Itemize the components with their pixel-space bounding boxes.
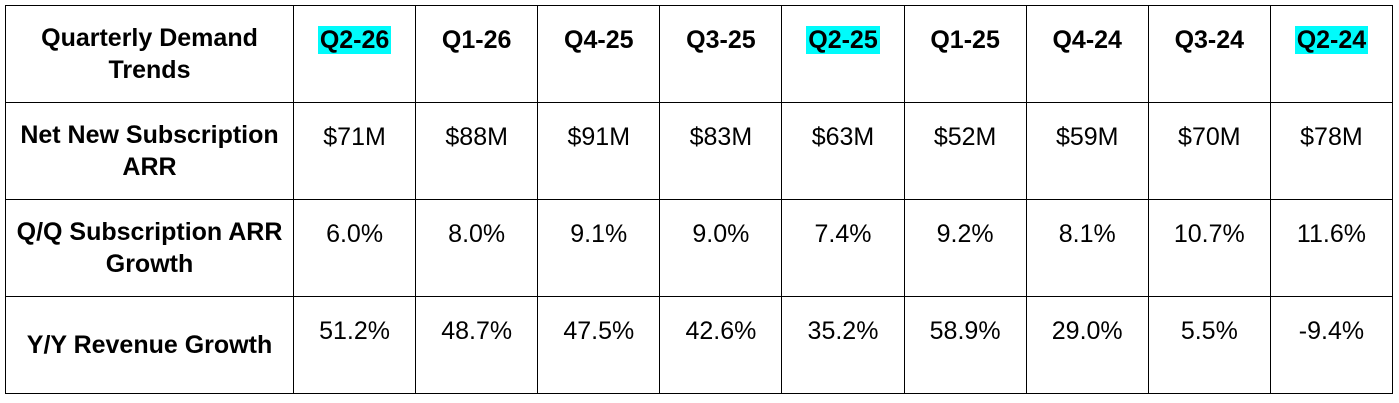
value-cell: 11.6% (1269, 199, 1394, 297)
value-cell: 42.6% (659, 296, 783, 394)
header-cell: Q1-26 (415, 5, 539, 103)
value-cell: 48.7% (415, 296, 539, 394)
value-cell: 58.9% (903, 296, 1027, 394)
header-text: Q2-26 (317, 26, 392, 54)
value-cell: $70M (1147, 102, 1271, 200)
header-cell: Q4-24 (1025, 5, 1149, 103)
header-text: Quarterly Demand Trends (41, 24, 258, 84)
header-text: Q3-25 (686, 26, 756, 54)
value-cell: $59M (1025, 102, 1149, 200)
value-cell: $52M (903, 102, 1027, 200)
value-cell: $78M (1269, 102, 1394, 200)
header-text: Q4-25 (564, 26, 634, 54)
value-cell: $83M (659, 102, 783, 200)
header-text: Q2-25 (806, 26, 880, 54)
header-text: Q1-26 (441, 26, 512, 54)
data-row: Net New Subscription ARR $71M $88M $91M $83M… (5, 102, 1394, 200)
header-text: Q2-24 (1294, 26, 1369, 54)
value-cell: 29.0% (1025, 296, 1149, 394)
header-cell: Q1-25 (903, 5, 1027, 103)
header-cell: Q3-24 (1147, 5, 1271, 103)
value-cell: 9.0% (659, 199, 783, 297)
value-cell: 8.0% (415, 199, 539, 297)
header-cell: Q4-25 (537, 5, 661, 103)
value-cell: $91M (537, 102, 661, 200)
value-cell: $88M (415, 102, 539, 200)
value-cell: 35.2% (781, 296, 905, 394)
demand-table: Quarterly Demand Trends Q2-26 Q1-26 Q4-25 Q3… (5, 5, 1394, 394)
data-row: Y/Y Revenue Growth 51.2% 48.7% 47.5% 42.6% 35… (5, 296, 1394, 394)
header-text: Q1-25 (930, 26, 1000, 54)
table-body: Quarterly Demand Trends Q2-26 Q1-26 Q4-25 Q3… (5, 5, 1394, 394)
value-cell: 5.5% (1147, 296, 1271, 394)
header-cell: Q2-24 (1269, 5, 1394, 103)
row-label: Net New Subscription ARR (5, 102, 294, 200)
value-cell: 9.2% (903, 199, 1027, 297)
value-cell: $63M (781, 102, 905, 200)
header-cell: Q2-26 (292, 5, 417, 103)
value-cell: -9.4% (1269, 296, 1394, 394)
header-label: Quarterly Demand Trends (5, 5, 294, 103)
value-cell: 7.4% (781, 199, 905, 297)
value-cell: 6.0% (292, 199, 417, 297)
header-text: Q3-24 (1174, 26, 1245, 54)
header-cell: Q2-25 (781, 5, 905, 103)
value-cell: 8.1% (1025, 199, 1149, 297)
value-cell: 10.7% (1147, 199, 1271, 297)
value-cell: 51.2% (292, 296, 417, 394)
value-cell: 47.5% (537, 296, 661, 394)
row-label: Q/Q Subscription ARR Growth (5, 199, 294, 297)
header-row: Quarterly Demand Trends Q2-26 Q1-26 Q4-25 Q3… (5, 5, 1394, 103)
header-text: Q4-24 (1052, 26, 1122, 54)
value-cell: $71M (292, 102, 417, 200)
data-row: Q/Q Subscription ARR Growth 6.0% 8.0% 9.1% 9… (5, 199, 1394, 297)
header-cell: Q3-25 (659, 5, 783, 103)
row-label: Y/Y Revenue Growth (5, 296, 294, 394)
value-cell: 9.1% (537, 199, 661, 297)
